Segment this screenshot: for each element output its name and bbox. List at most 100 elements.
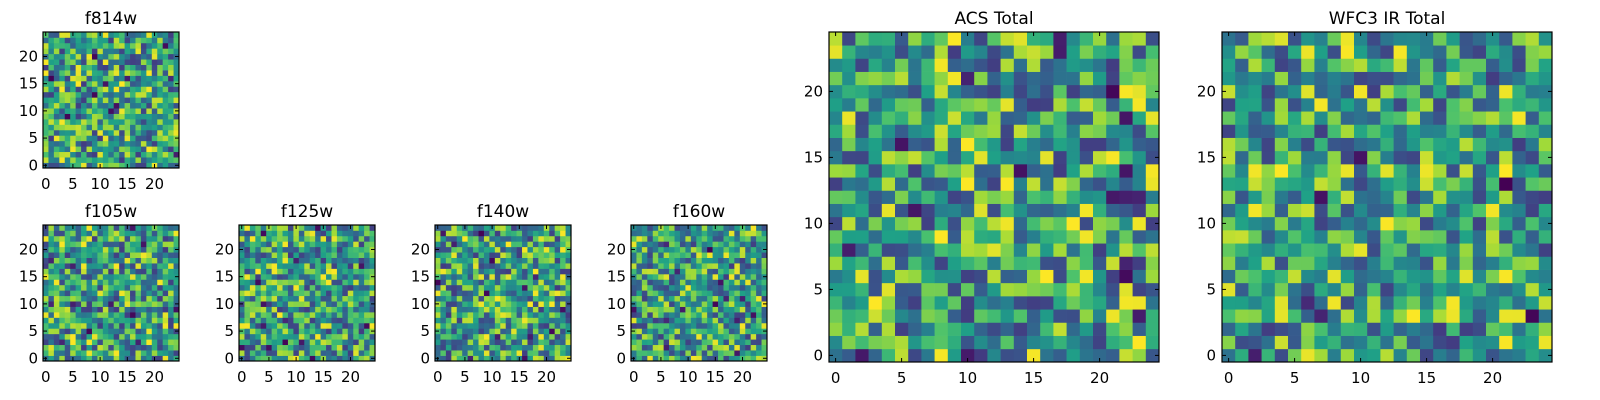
heatmap-cell: [271, 290, 278, 297]
heatmap-cell: [331, 279, 338, 286]
heatmap-cell: [1380, 230, 1394, 244]
heatmap-cell: [494, 284, 501, 291]
heatmap-cell: [1380, 124, 1394, 138]
heatmap-cell: [947, 98, 962, 112]
heatmap-cell: [255, 225, 262, 231]
heatmap-cell: [868, 216, 883, 231]
heatmap-cell: [157, 322, 164, 329]
heatmap-cell: [91, 344, 98, 351]
heatmap-cell: [511, 273, 517, 280]
heatmap-cell: [435, 279, 441, 286]
heatmap-cell: [1380, 282, 1394, 297]
heatmap-cell: [961, 137, 975, 152]
heatmap-cell: [140, 102, 147, 109]
heatmap-cell: [1393, 203, 1408, 218]
heatmap-cell: [1525, 32, 1540, 46]
heatmap-cell: [239, 312, 245, 318]
heatmap-cell: [97, 273, 104, 280]
heatmap-cell: [636, 333, 643, 340]
heatmap-cell: [560, 339, 566, 346]
heatmap-cell: [347, 295, 354, 302]
heatmap-cell: [1235, 230, 1249, 244]
heatmap-cell: [331, 246, 338, 253]
heatmap-cell: [855, 296, 869, 310]
heatmap-cell: [326, 333, 332, 340]
heatmap-cell: [500, 273, 507, 280]
heatmap-cell: [75, 157, 82, 163]
heatmap-cell: [59, 230, 66, 237]
heatmap-cell: [157, 70, 164, 76]
heatmap-cell: [81, 252, 87, 258]
heatmap-cell: [734, 328, 741, 335]
heatmap-cell: [1446, 111, 1460, 125]
heatmap-cell: [86, 339, 93, 346]
heatmap-cell: [1000, 348, 1015, 363]
heatmap-cell: [358, 350, 365, 356]
heatmap-cell: [146, 322, 153, 329]
heatmap-cell: [97, 157, 104, 163]
heatmap-cell: [712, 306, 719, 313]
heatmap-cell: [135, 91, 142, 98]
heatmap-cell: [739, 241, 746, 248]
heatmap-cell: [1248, 45, 1262, 59]
heatmap-cell: [1499, 230, 1513, 244]
heatmap-cell: [48, 268, 55, 275]
heatmap-cell: [358, 257, 365, 264]
heatmap-cell: [146, 97, 153, 104]
heatmap-cell: [173, 322, 180, 329]
heatmap-cell: [1093, 32, 1107, 46]
heatmap-cell: [435, 252, 441, 258]
heatmap-cell: [1093, 282, 1107, 297]
heatmap-cell: [527, 246, 534, 253]
heatmap-cell: [146, 301, 153, 307]
heatmap-cell: [369, 317, 376, 324]
heatmap-cell: [271, 301, 278, 307]
heatmap-cell: [298, 295, 305, 302]
heatmap-cell: [527, 279, 534, 286]
heatmap-cell: [59, 91, 66, 98]
heatmap-cell: [1420, 137, 1434, 152]
heatmap-cell: [102, 48, 109, 55]
heatmap-cell: [260, 355, 267, 362]
heatmap-cell: [364, 290, 370, 297]
heatmap-cell: [168, 344, 174, 351]
heatmap-cell: [53, 140, 60, 147]
heatmap-cell: [173, 257, 180, 264]
heatmap-cell: [829, 190, 843, 204]
heatmap-cell: [1013, 71, 1028, 86]
heatmap-cell: [445, 225, 452, 231]
heatmap-cell: [723, 306, 730, 313]
heatmap-cell: [1222, 58, 1236, 72]
heatmap-cell: [1288, 230, 1302, 244]
heatmap-cell: [934, 296, 949, 310]
heatmap-cell: [119, 75, 125, 82]
heatmap-cell: [1066, 84, 1081, 99]
heatmap-cell: [91, 53, 98, 60]
heatmap-cell: [358, 246, 365, 253]
heatmap-cell: [734, 317, 741, 324]
heatmap-cell: [631, 317, 637, 324]
heatmap-cell: [1000, 177, 1015, 191]
heatmap-cell: [304, 306, 311, 313]
heatmap-cell: [750, 235, 757, 242]
heatmap-cell: [467, 344, 474, 351]
heatmap-cell: [669, 225, 675, 231]
heatmap-cell: [473, 306, 479, 313]
heatmap-cell: [1222, 45, 1236, 59]
heatmap-cell: [1274, 203, 1289, 218]
heatmap-cell: [696, 333, 703, 340]
heatmap-cell: [1340, 203, 1355, 218]
heatmap-cell: [538, 241, 545, 248]
heatmap-cell: [505, 344, 512, 351]
heatmap-cell: [652, 273, 659, 280]
heatmap-cell: [745, 273, 752, 280]
heatmap-cell: [1288, 150, 1302, 165]
heatmap-cell: [48, 140, 55, 147]
heatmap-cell: [75, 119, 82, 125]
heatmap-cell: [1066, 282, 1081, 297]
heatmap-cell: [135, 37, 142, 44]
heatmap-cell: [287, 301, 294, 307]
heatmap-cell: [456, 241, 463, 248]
heatmap-cell: [108, 113, 115, 120]
heatmap-cell: [43, 70, 49, 76]
